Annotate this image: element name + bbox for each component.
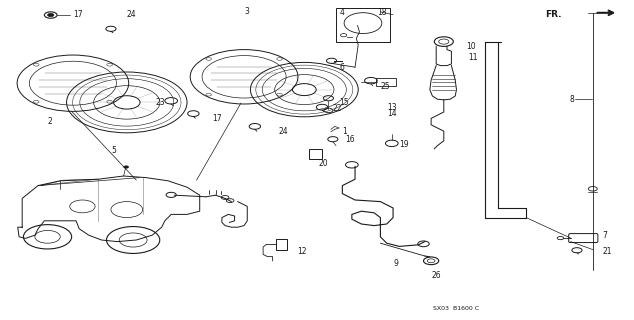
Text: 5: 5 (111, 146, 116, 155)
Circle shape (48, 13, 54, 17)
Text: FR.: FR. (545, 10, 562, 19)
Text: 8: 8 (569, 95, 574, 104)
Text: 17: 17 (212, 114, 222, 123)
Text: 22: 22 (333, 104, 342, 113)
Text: 17: 17 (73, 10, 82, 19)
Text: 21: 21 (602, 247, 612, 256)
Text: 16: 16 (346, 135, 355, 144)
Text: 15: 15 (339, 98, 349, 107)
Text: 14: 14 (387, 109, 396, 118)
Text: 26: 26 (431, 271, 441, 280)
Text: 23: 23 (155, 98, 165, 107)
Text: SX03  B1600 C: SX03 B1600 C (434, 306, 479, 311)
Text: 3: 3 (244, 7, 249, 16)
Text: 12: 12 (297, 247, 306, 256)
Text: 2: 2 (48, 117, 52, 126)
Text: 1: 1 (342, 127, 347, 136)
Text: 4: 4 (339, 8, 344, 17)
Text: 11: 11 (468, 53, 477, 62)
Text: 19: 19 (399, 140, 409, 148)
Text: 9: 9 (393, 260, 398, 268)
Bar (276, 239, 287, 250)
Text: 24: 24 (279, 127, 288, 136)
Text: 7: 7 (602, 231, 607, 240)
Text: 25: 25 (380, 82, 390, 91)
Circle shape (427, 259, 435, 263)
Text: 10: 10 (466, 42, 476, 51)
Bar (309, 149, 322, 159)
Text: 18: 18 (377, 8, 387, 17)
Circle shape (124, 166, 129, 168)
Text: 13: 13 (387, 103, 396, 112)
Text: 24: 24 (127, 10, 136, 19)
Text: 6: 6 (339, 63, 344, 72)
Bar (336, 8, 390, 42)
Text: 20: 20 (318, 159, 328, 168)
